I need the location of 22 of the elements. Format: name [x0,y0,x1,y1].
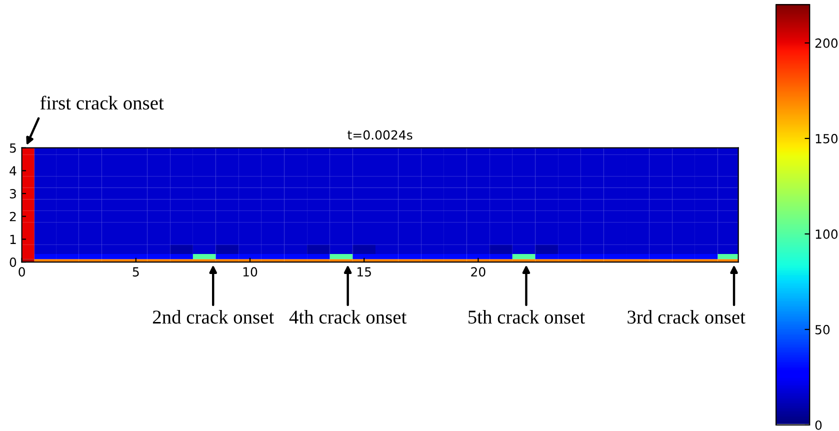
text: 3rd crack onset [628,310,746,324]
text: 5th crack onset [468,310,585,324]
x-tick-label: 15 [358,267,371,277]
text: 4th crack onset [289,310,407,324]
x-tick-label: 20 [471,267,486,277]
y-tick-label: 4 [10,166,16,176]
y-tick-label: 3 [10,188,16,198]
x-tick-label: 10 [243,267,258,277]
color-bar-label: 150 [816,134,838,144]
chart-title: t=0.0024s [348,130,412,140]
y-tick-label: 5 [10,143,16,153]
color-bar-label: 200 [815,38,838,48]
y-tick-label: 0 [10,258,16,267]
color-bar-label: 0 [815,420,822,430]
y-tick-label: 2 [10,212,16,222]
color-bar-label: 50 [815,324,830,334]
color-bar-label: 100 [816,229,838,239]
x-tick-label: 5 [132,267,139,277]
text: first crack onset [40,96,164,110]
y-tick-label: 1 [10,234,16,244]
text: 2nd crack onset [152,310,274,324]
x-tick-label: 0 [18,267,25,277]
